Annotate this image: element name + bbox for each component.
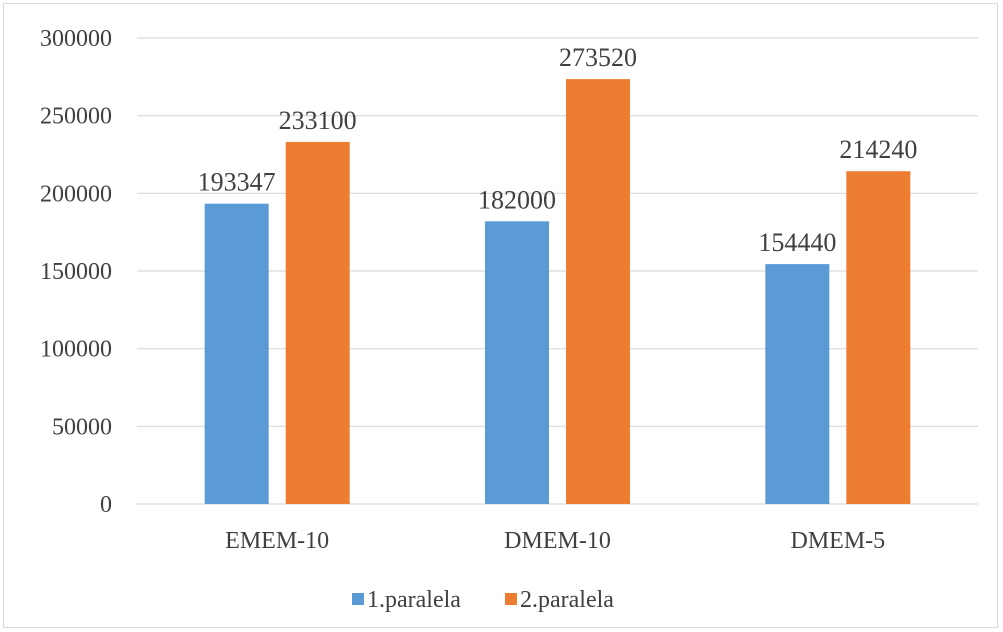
legend-swatch	[352, 593, 364, 605]
x-category-label: EMEM-10	[225, 528, 329, 554]
bar-1.paralela-DMEM-10	[485, 221, 549, 504]
legend-swatch	[505, 593, 517, 605]
x-category-label: DMEM-5	[790, 528, 885, 554]
y-tick-label: 100000	[40, 337, 112, 363]
data-labels: 193347 233100 182000 273520 154440 214240	[198, 43, 918, 257]
data-label: 214240	[839, 135, 917, 164]
bar-1.paralela-DMEM-5	[765, 264, 830, 504]
bar-2.paralela-DMEM-10	[566, 79, 630, 504]
legend: 1.paralela 2.paralela	[352, 587, 614, 613]
y-tick-label: 250000	[40, 104, 112, 130]
y-tick-label: 200000	[40, 181, 112, 207]
x-axis-categories: EMEM-10 DMEM-10 DMEM-5	[225, 528, 885, 554]
y-tick-label: 0	[100, 492, 112, 518]
gridlines	[137, 37, 978, 505]
data-label: 273520	[559, 43, 637, 72]
data-label: 182000	[478, 185, 556, 214]
y-tick-label: 150000	[40, 259, 112, 285]
bar-1.paralela-EMEM-10	[204, 203, 269, 504]
bar-2.paralela-DMEM-5	[846, 171, 911, 504]
legend-label: 1.paralela	[367, 587, 461, 613]
legend-label: 2.paralela	[520, 587, 614, 613]
bars	[204, 79, 911, 504]
data-label: 154440	[758, 228, 836, 257]
data-label: 233100	[279, 106, 357, 135]
y-axis-ticks: 0 50000 100000 150000 200000 250000 300000	[40, 26, 112, 518]
x-category-label: DMEM-10	[504, 528, 611, 554]
data-label: 193347	[198, 168, 276, 197]
y-tick-label: 300000	[40, 26, 112, 52]
bar-2.paralela-EMEM-10	[285, 141, 350, 504]
y-tick-label: 50000	[52, 414, 112, 440]
